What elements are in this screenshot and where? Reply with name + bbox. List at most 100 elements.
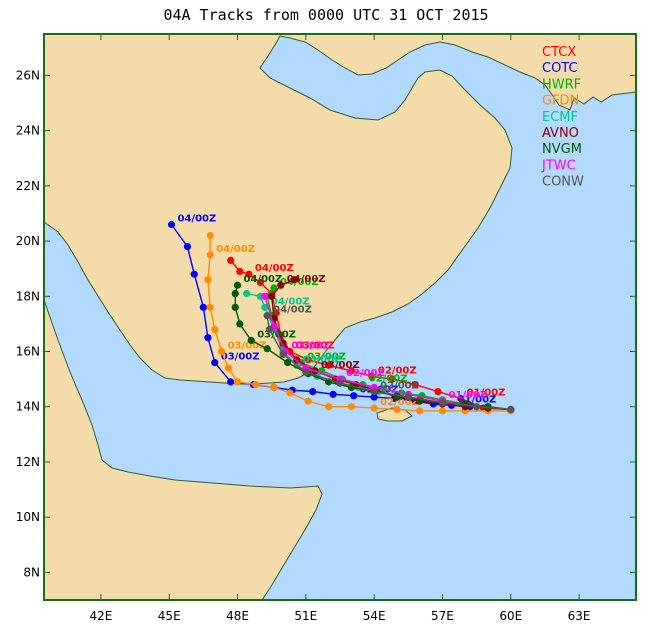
lat-tick-label: 18N	[16, 289, 40, 303]
lat-tick-label: 16N	[16, 345, 40, 359]
track-point	[347, 403, 355, 411]
track-time-label: 02/00Z	[346, 368, 385, 379]
lon-tick-label: 54E	[363, 609, 386, 623]
arabian-peninsula-land	[44, 34, 636, 385]
lat-tick-label: 10N	[16, 510, 40, 524]
track-point	[206, 251, 214, 259]
track-point	[434, 387, 442, 396]
track-point	[204, 276, 212, 284]
track-point	[261, 303, 269, 311]
track-time-label: 03/00Z	[291, 341, 330, 352]
track-point	[261, 292, 269, 300]
legend-entry-jtwc: JTWC	[541, 158, 576, 173]
frame-and-ticks: 26N 24N 22N 20N 18N 16N 14N 12N 10N 8N 42E 45E 48E 51…	[16, 33, 637, 623]
track-point	[270, 383, 278, 392]
track-point	[236, 267, 244, 276]
lat-tick-label: 20N	[16, 234, 40, 248]
track-point	[265, 325, 274, 334]
track-point	[325, 403, 333, 411]
track-time-label: 02/00Z	[378, 365, 417, 376]
lat-tick-label: 14N	[16, 400, 40, 414]
track-time-label: 03/00Z	[307, 352, 346, 363]
track-point	[370, 404, 378, 412]
track-point	[370, 387, 378, 396]
track-point	[224, 364, 233, 372]
track-point	[393, 405, 401, 414]
track-point	[325, 361, 333, 369]
track-point	[438, 398, 447, 407]
track-point	[247, 336, 255, 345]
track-time-label: 03/00Z	[221, 352, 260, 363]
lat-tick-label: 26N	[16, 68, 40, 82]
track-point	[368, 372, 376, 380]
track-time-label: 03/00Z	[228, 341, 267, 352]
track-point	[290, 276, 299, 284]
land-layer	[44, 34, 636, 600]
track-time-label: 04/00Z	[178, 214, 217, 225]
track-point	[270, 284, 278, 292]
legend-entry-cotc: COTC	[542, 61, 578, 76]
legend-entry-avno: AVNO	[542, 126, 579, 141]
track-point	[190, 270, 198, 278]
track-point	[233, 378, 242, 386]
track-point	[252, 381, 260, 389]
track-point	[245, 270, 253, 278]
track-point	[183, 242, 192, 251]
track-time-label: 04/00Z	[273, 305, 312, 316]
map-title: 04A Tracks from 0000 UTC 31 OCT 2015	[163, 6, 489, 24]
track-point	[286, 389, 294, 397]
track-conw: 02/00Z 04/00Z	[263, 305, 515, 414]
track-point	[457, 394, 465, 403]
lon-tick-label: 57E	[431, 609, 454, 623]
map-frame	[43, 33, 637, 601]
track-time-label: 03/00Z	[257, 329, 296, 340]
track-time-label: 03/00Z	[296, 341, 335, 352]
track-point	[484, 403, 492, 411]
track-time-label: 02/00Z	[369, 374, 408, 385]
track-time-label: 04/00Z	[287, 274, 326, 285]
legend-entry-gfdn: GFDN	[542, 94, 579, 109]
track-time-label: 02/00Z	[380, 381, 419, 392]
track-point	[263, 345, 271, 353]
track-time-label: 04/00Z	[216, 244, 255, 255]
track-point	[438, 407, 447, 415]
track-point	[268, 292, 276, 300]
track-time-label: 03/00Z	[321, 360, 360, 371]
lon-tick-label: 60E	[499, 609, 522, 623]
track-time-label: 04/00Z	[255, 263, 294, 274]
track-time-label: 03/00Z	[303, 354, 342, 365]
track-point	[284, 358, 292, 367]
legend-entry-ecmf: ECMF	[542, 110, 578, 125]
lon-tick-label: 45E	[158, 609, 181, 623]
lon-tick-label: 48E	[226, 609, 249, 623]
lon-tick-label: 42E	[89, 609, 112, 623]
track-point	[347, 367, 355, 375]
lat-tick-label: 12N	[16, 455, 40, 469]
track-point	[350, 392, 358, 400]
track-point	[370, 393, 378, 401]
track-point	[277, 281, 285, 289]
track-point	[304, 397, 312, 405]
track-point	[416, 407, 424, 415]
lon-tick-label: 51E	[294, 609, 317, 623]
legend-entry-conw: CONW	[542, 175, 584, 190]
track-time-label: 04/00Z	[271, 296, 310, 307]
track-time-label: 02/00Z	[380, 397, 419, 408]
track-point	[329, 390, 337, 398]
track-time-label: 01/00Z	[448, 390, 487, 401]
track-time-label: 01/00Z	[458, 394, 497, 405]
lat-tick-label: 8N	[23, 565, 40, 579]
track-point	[404, 393, 412, 401]
horn-of-africa-land	[44, 299, 323, 600]
track-line	[266, 315, 511, 411]
track-point	[411, 381, 419, 389]
track-point	[211, 325, 219, 334]
track-point	[302, 368, 310, 376]
track-point	[388, 375, 396, 383]
track-point	[263, 312, 271, 320]
track-point	[336, 379, 344, 387]
legend-entry-hwrf: HWRF	[542, 77, 581, 92]
